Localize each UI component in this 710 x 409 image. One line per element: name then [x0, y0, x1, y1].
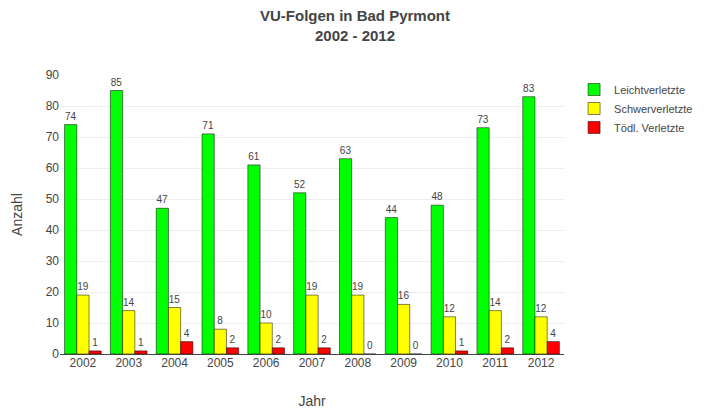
svg-text:2003: 2003 [115, 356, 142, 370]
svg-text:1: 1 [138, 337, 144, 348]
svg-text:2004: 2004 [161, 356, 188, 370]
svg-text:52: 52 [294, 179, 306, 190]
svg-text:2005: 2005 [207, 356, 234, 370]
svg-text:2011: 2011 [482, 356, 508, 370]
svg-text:2: 2 [504, 334, 510, 345]
svg-text:2: 2 [275, 334, 281, 345]
svg-text:8: 8 [217, 315, 223, 326]
svg-text:14: 14 [123, 297, 135, 308]
svg-text:47: 47 [157, 194, 169, 205]
svg-text:2012: 2012 [528, 356, 555, 370]
svg-text:2: 2 [321, 334, 327, 345]
svg-text:2010: 2010 [436, 356, 463, 370]
svg-text:4: 4 [550, 328, 556, 339]
svg-text:1: 1 [92, 337, 98, 348]
svg-text:12: 12 [535, 303, 547, 314]
svg-text:50: 50 [46, 192, 60, 206]
svg-text:Jahr: Jahr [298, 393, 326, 409]
svg-text:2008: 2008 [344, 356, 371, 370]
svg-text:70: 70 [46, 130, 60, 144]
svg-text:0: 0 [367, 340, 373, 351]
svg-text:2007: 2007 [299, 356, 326, 370]
svg-text:0: 0 [52, 347, 59, 361]
svg-text:4: 4 [184, 328, 190, 339]
svg-text:12: 12 [444, 303, 456, 314]
svg-text:2002: 2002 [70, 356, 97, 370]
svg-text:73: 73 [477, 114, 489, 125]
svg-text:71: 71 [202, 120, 214, 131]
svg-text:90: 90 [46, 68, 60, 82]
svg-text:80: 80 [46, 99, 60, 113]
svg-text:Tödl. Verletzte: Tödl. Verletzte [614, 122, 684, 134]
svg-text:19: 19 [306, 281, 318, 292]
svg-text:20: 20 [46, 285, 60, 299]
svg-text:30: 30 [46, 254, 60, 268]
svg-text:1: 1 [459, 337, 465, 348]
svg-text:0: 0 [413, 340, 419, 351]
svg-text:44: 44 [386, 204, 398, 215]
svg-text:48: 48 [431, 191, 443, 202]
svg-text:Anzahl: Anzahl [9, 193, 25, 236]
svg-text:60: 60 [46, 161, 60, 175]
svg-text:16: 16 [398, 290, 410, 301]
svg-text:2: 2 [230, 334, 236, 345]
svg-text:74: 74 [65, 111, 77, 122]
svg-text:Schwerverletzte: Schwerverletzte [614, 103, 692, 115]
svg-text:61: 61 [248, 151, 260, 162]
svg-text:83: 83 [523, 83, 535, 94]
svg-text:10: 10 [260, 309, 272, 320]
svg-text:85: 85 [111, 77, 123, 88]
svg-text:VU-Folgen in Bad Pyrmont2002 -: VU-Folgen in Bad Pyrmont2002 - 2012 [260, 7, 450, 44]
svg-text:10: 10 [46, 316, 60, 330]
svg-text:15: 15 [169, 294, 181, 305]
svg-text:63: 63 [340, 145, 352, 156]
svg-text:19: 19 [352, 281, 364, 292]
svg-text:Leichtverletzte: Leichtverletzte [614, 84, 685, 96]
svg-text:40: 40 [46, 223, 60, 237]
svg-text:14: 14 [489, 297, 501, 308]
svg-text:19: 19 [77, 281, 89, 292]
svg-text:2006: 2006 [253, 356, 280, 370]
svg-text:2009: 2009 [390, 356, 417, 370]
